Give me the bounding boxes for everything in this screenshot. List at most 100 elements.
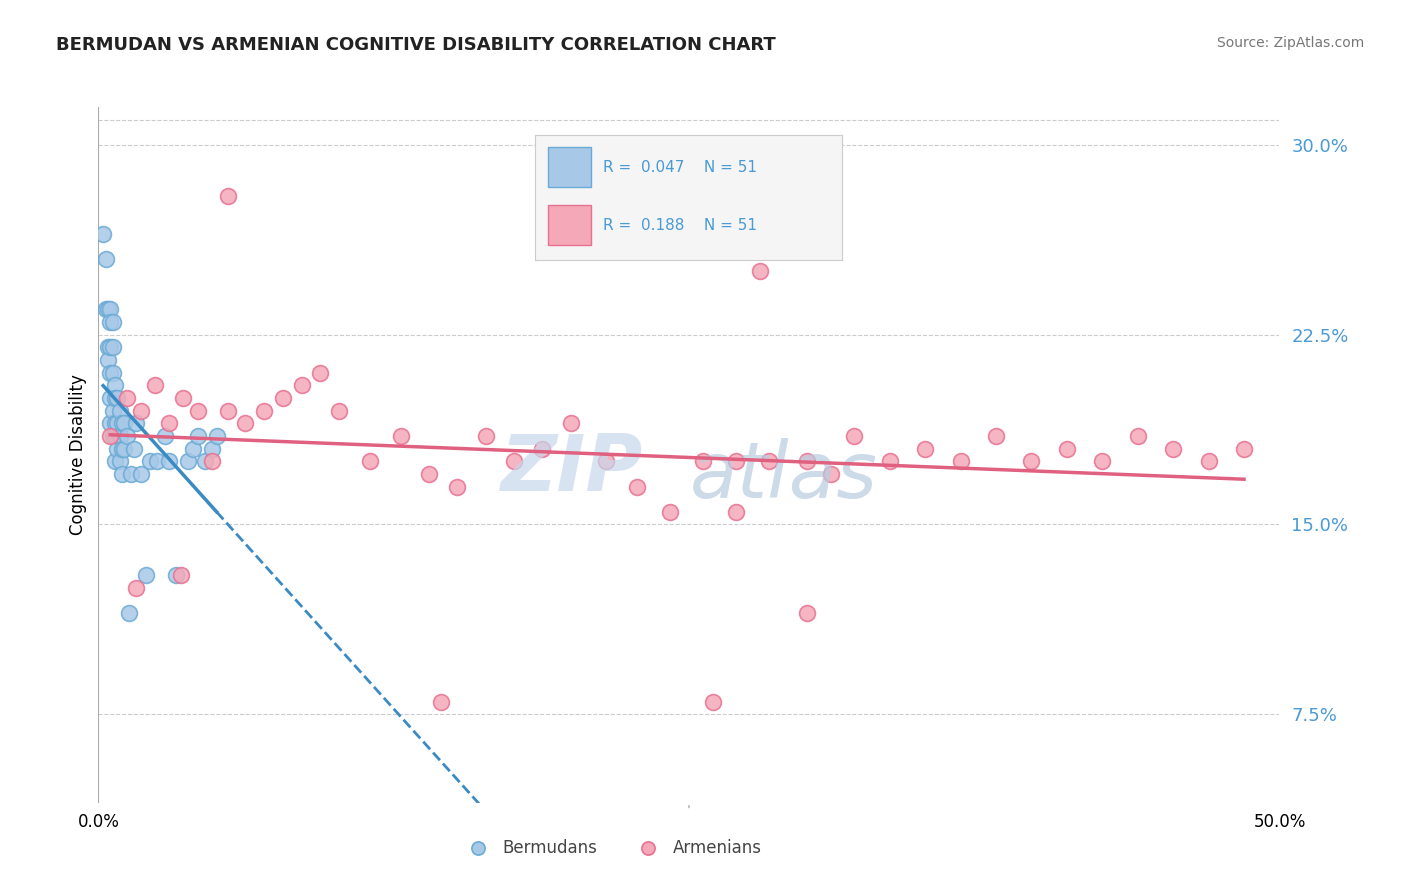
Point xyxy=(108,454,131,468)
Point xyxy=(844,429,866,443)
Point xyxy=(309,366,332,380)
Point xyxy=(139,454,162,468)
Point xyxy=(359,454,381,468)
Point xyxy=(98,366,121,380)
Point xyxy=(111,417,134,431)
Point xyxy=(111,467,134,481)
Point xyxy=(503,454,526,468)
Point xyxy=(94,252,117,266)
Point xyxy=(129,403,152,417)
Point xyxy=(560,417,582,431)
Point xyxy=(91,227,114,241)
Point xyxy=(108,403,131,417)
Point xyxy=(1126,429,1149,443)
Point xyxy=(101,315,124,329)
Point xyxy=(104,417,127,431)
Point xyxy=(201,454,224,468)
Point xyxy=(129,467,152,481)
Point xyxy=(692,454,714,468)
Point xyxy=(1091,454,1114,468)
Point xyxy=(748,264,770,278)
Point xyxy=(446,479,468,493)
Point xyxy=(914,442,936,456)
Point xyxy=(98,417,121,431)
Point xyxy=(187,429,209,443)
Point xyxy=(796,454,818,468)
Point xyxy=(98,315,121,329)
Point xyxy=(205,429,228,443)
Point xyxy=(104,429,127,443)
Point xyxy=(105,391,128,405)
Point xyxy=(121,467,143,481)
Text: Source: ZipAtlas.com: Source: ZipAtlas.com xyxy=(1216,36,1364,50)
Point xyxy=(97,353,120,368)
Point xyxy=(170,568,193,582)
Point xyxy=(418,467,440,481)
Point xyxy=(796,606,818,620)
Point xyxy=(105,442,128,456)
Point xyxy=(201,442,224,456)
Y-axis label: Cognitive Disability: Cognitive Disability xyxy=(69,375,87,535)
Point xyxy=(217,188,239,202)
Point xyxy=(253,403,276,417)
Point xyxy=(97,302,120,317)
Point xyxy=(820,467,842,481)
Point xyxy=(217,403,239,417)
Point xyxy=(181,442,204,456)
Point xyxy=(879,454,901,468)
Point xyxy=(98,302,121,317)
Point xyxy=(659,505,682,519)
Point xyxy=(115,429,138,443)
Point xyxy=(122,442,145,456)
Point xyxy=(98,429,121,443)
Point xyxy=(125,581,148,595)
Point xyxy=(135,568,157,582)
Point xyxy=(97,340,120,354)
Point xyxy=(101,340,124,354)
Point xyxy=(115,391,138,405)
Point xyxy=(531,442,554,456)
Point xyxy=(118,606,141,620)
Point xyxy=(112,442,135,456)
Point xyxy=(725,454,748,468)
Point xyxy=(94,302,117,317)
Point xyxy=(143,378,166,392)
Point xyxy=(984,429,1007,443)
Point xyxy=(111,442,134,456)
Point xyxy=(172,391,194,405)
Point xyxy=(101,403,124,417)
Point xyxy=(165,568,187,582)
Point xyxy=(146,454,169,468)
Point xyxy=(626,479,648,493)
Point xyxy=(187,403,209,417)
Point xyxy=(112,417,135,431)
Point xyxy=(1161,442,1184,456)
Point xyxy=(430,695,453,709)
Point xyxy=(949,454,972,468)
Point xyxy=(271,391,294,405)
Point xyxy=(153,429,176,443)
Point xyxy=(389,429,412,443)
Point xyxy=(104,391,127,405)
Point xyxy=(290,378,312,392)
Point xyxy=(595,454,617,468)
Point xyxy=(194,454,217,468)
Point xyxy=(1233,442,1256,456)
Text: BERMUDAN VS ARMENIAN COGNITIVE DISABILITY CORRELATION CHART: BERMUDAN VS ARMENIAN COGNITIVE DISABILIT… xyxy=(56,36,776,54)
Text: ZIP: ZIP xyxy=(499,431,643,507)
Point xyxy=(104,454,127,468)
Point xyxy=(98,391,121,405)
Point xyxy=(104,378,127,392)
Point xyxy=(108,429,131,443)
Point xyxy=(101,366,124,380)
Point xyxy=(98,340,121,354)
Point xyxy=(758,454,780,468)
Point xyxy=(125,417,148,431)
Point xyxy=(725,505,748,519)
Point xyxy=(157,454,180,468)
Point xyxy=(105,417,128,431)
Point xyxy=(1056,442,1078,456)
Text: atlas: atlas xyxy=(689,438,877,514)
Point xyxy=(475,429,498,443)
Point xyxy=(328,403,350,417)
